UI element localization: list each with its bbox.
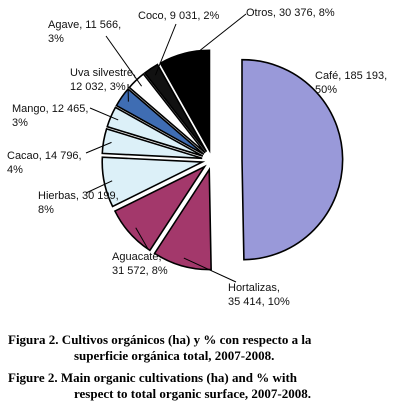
leader-lines xyxy=(85,13,247,283)
leader-line xyxy=(105,35,142,87)
slice-label: Aguacate, 31 572, 8% xyxy=(112,251,168,277)
caption-english: Figure 2. Main organic cultivations (ha)… xyxy=(0,370,402,402)
leader-line xyxy=(135,227,149,250)
pie-slice-hierbas xyxy=(101,156,206,208)
caption-spanish-line-2: superficie orgánica total, 2007-2008. xyxy=(74,348,275,363)
pie-slice-aguacate xyxy=(113,164,207,252)
caption-english-line-1: Figure 2. Main organic cultivations (ha)… xyxy=(8,370,298,385)
pie-slice-hortalizas xyxy=(153,166,212,271)
slice-label: Coco, 9 031, 2% xyxy=(138,10,220,22)
leader-line xyxy=(89,107,119,121)
caption-english-line-2: respect to total organic surface, 2007-2… xyxy=(74,386,311,401)
slice-label: Otros, 30 376, 8% xyxy=(246,7,335,19)
slice-label: Uva silvestre, 12 032, 3% xyxy=(70,67,136,93)
pie-slice-cafe xyxy=(241,58,344,261)
slice-label: Hierbas, 30 199, 8% xyxy=(38,190,119,216)
slice-label: Hortalizas, 35 414, 10% xyxy=(228,282,290,308)
slice-labels: Café, 185 193, 50% Hortalizas, 35 414, 10% A… xyxy=(7,7,387,308)
leader-line xyxy=(183,257,237,283)
pie-slice-coco xyxy=(143,63,208,153)
pie-slice-cacao xyxy=(101,127,203,160)
leader-line xyxy=(185,13,247,62)
caption-spanish: Figura 2. Cultivos orgánicos (ha) y % co… xyxy=(0,332,402,364)
pie-slices xyxy=(101,49,344,271)
leader-line xyxy=(154,23,177,76)
slice-label: Agave, 11 566, 3% xyxy=(48,19,121,45)
pie-slice-agave xyxy=(128,72,206,154)
leader-line xyxy=(85,141,112,154)
slice-label: Mango, 12 465, 3% xyxy=(12,103,88,129)
caption-spanish-line-1: Figura 2. Cultivos orgánicos (ha) y % co… xyxy=(8,332,312,347)
slice-label: Cacao, 14 796, 4% xyxy=(7,150,82,176)
slice-label: Café, 185 193, 50% xyxy=(315,70,387,96)
pie-chart: Café, 185 193, 50% Hortalizas, 35 414, 10% A… xyxy=(7,7,387,308)
leader-line xyxy=(85,180,113,194)
